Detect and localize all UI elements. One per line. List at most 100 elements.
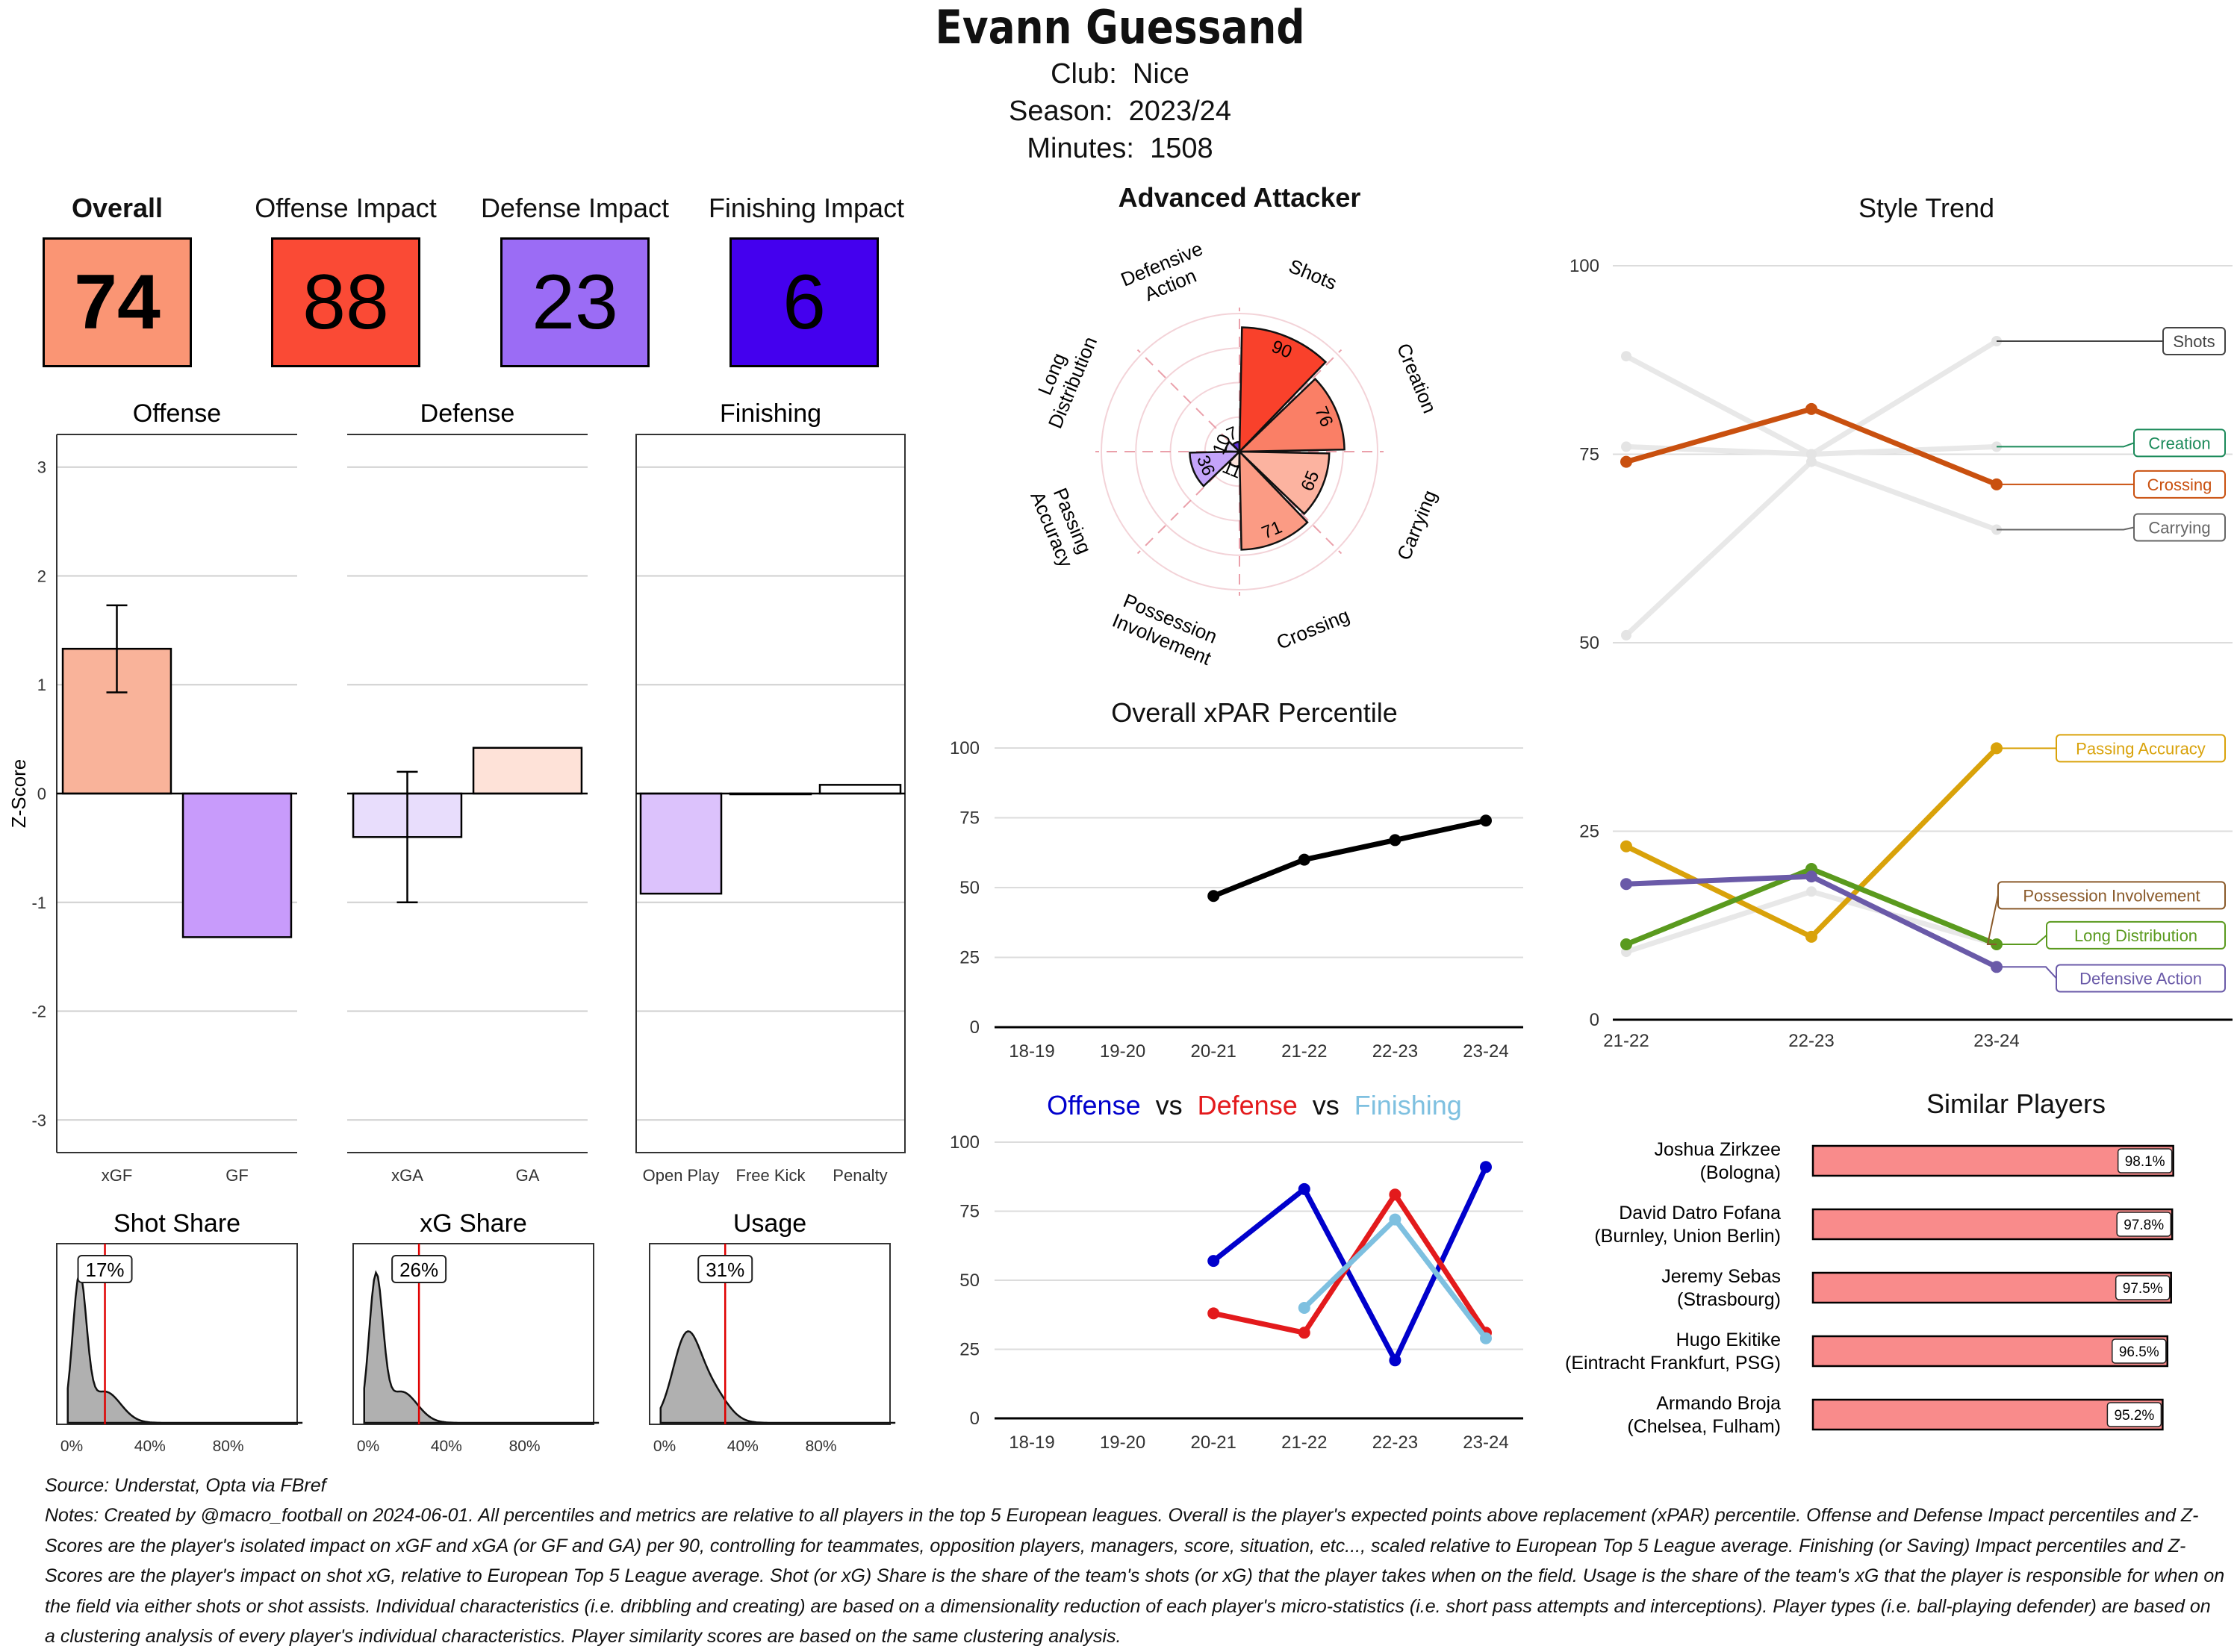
x-tick-label: 19-20 [1100, 1433, 1145, 1453]
bar-gf [181, 792, 293, 938]
style-label-box [2162, 327, 2226, 355]
x-tick-label: 0% [60, 1438, 83, 1455]
polar-wedge-creation [1236, 377, 1345, 453]
style-point [1620, 455, 1632, 468]
x-tick-label: Free Kick [736, 1166, 806, 1185]
similar-score-label: 98.1% [2125, 1154, 2165, 1170]
faint-series-point [1621, 629, 1631, 640]
style-point [1620, 840, 1632, 853]
x-tick-label: 20-21 [1191, 1041, 1236, 1060]
polar-category-label: Creation [1393, 340, 1441, 417]
xpar-chart: 0 25 50 75 100 18-19 19-20 20-21 21-22 22-23 23-24 [950, 738, 1523, 1060]
style-label-connector [1997, 935, 2047, 945]
faint-series-point [1621, 351, 1631, 362]
y-tick-label: 75 [959, 1202, 980, 1222]
series-point [1389, 834, 1401, 847]
style-point [1620, 938, 1632, 950]
similar-score-box [2112, 1338, 2167, 1364]
z-score-axis-label: Z-Score [7, 759, 30, 828]
similar-score-box [2116, 1212, 2171, 1237]
similar-player-name: Joshua Zirkzee [1654, 1139, 1781, 1160]
faint-series-line [1625, 339, 1998, 458]
x-tick-label: 22-23 [1372, 1041, 1418, 1060]
distribution-title: Shot Share [113, 1209, 240, 1238]
polar-category-label: Carrying [1393, 487, 1441, 563]
marker-label: 17% [86, 1259, 125, 1281]
season-line: Season: 2023/24 [1009, 96, 1231, 127]
similar-bar [1811, 1271, 2172, 1304]
notes-text: Notes: Created by @macro_football on 202… [45, 1505, 2225, 1647]
x-tick-label: 0% [653, 1438, 676, 1455]
polar-wedge-carrying [1236, 450, 1331, 516]
minutes-value: 1508 [1150, 133, 1213, 164]
polar-category-label: LongDistribution [1023, 325, 1101, 431]
marker-label-box [77, 1255, 133, 1283]
x-tick-label: 21-22 [1281, 1433, 1327, 1453]
style-label: Crossing [2147, 476, 2212, 494]
y-tick-label: 50 [1579, 633, 1599, 653]
x-tick-label: GA [516, 1166, 540, 1185]
polar-category-word: Creation [1393, 340, 1441, 417]
style-trend-chart: 0 25 50 75 100 21-22 22-23 23-24 Shots Creation Cr… [1569, 256, 2233, 1051]
series-point [1207, 1255, 1220, 1268]
offense-impact-label: Offense Impact [255, 193, 437, 223]
y-tick-label: 0 [37, 785, 46, 803]
style-label-box [2133, 470, 2226, 499]
x-tick-label: 18-19 [1009, 1433, 1054, 1453]
series-point [1298, 1182, 1310, 1195]
x-tick-label: 21-22 [1603, 1031, 1649, 1051]
defense-impact-box: 23 [500, 237, 650, 367]
x-tick-label: 19-20 [1100, 1041, 1145, 1060]
x-tick-label: 23-24 [1463, 1433, 1508, 1453]
finishing-impact-box: 6 [729, 237, 879, 367]
x-tick-label: 22-23 [1372, 1433, 1418, 1453]
similar-player-club: (Burnley, Union Berlin) [1594, 1226, 1781, 1247]
y-tick-label: -2 [31, 1003, 46, 1021]
polar-ring [1101, 313, 1378, 590]
x-tick-label: 21-22 [1281, 1041, 1327, 1060]
offense-impact-box: 88 [271, 237, 420, 367]
y-tick-label: 100 [950, 1132, 980, 1153]
style-point [1805, 930, 1817, 943]
similar-score-box [2117, 1148, 2173, 1173]
polar-category-label: DefensiveAction [1118, 237, 1215, 312]
x-tick-label: xGA [391, 1166, 423, 1185]
similar-score-box [2115, 1275, 2171, 1300]
polar-category-word: Shots [1286, 255, 1340, 294]
similar-bar [1811, 1208, 2174, 1241]
polar-category-word: Carrying [1393, 487, 1441, 563]
source-note: Source: Understat, Opta via FBref [45, 1475, 326, 1496]
polar-wedge-crossing [1238, 449, 1309, 551]
faint-series-point [1806, 449, 1817, 460]
similar-score-label: 96.5% [2119, 1344, 2159, 1360]
polar-wedge-shots [1238, 326, 1328, 455]
y-tick-label: 100 [950, 738, 980, 758]
y-tick-label: 0 [970, 1017, 980, 1038]
x-tick-label: 23-24 [1463, 1041, 1508, 1060]
header: Evann Guessand Club: Nice Season: 2023/2… [0, 0, 2240, 167]
faint-series-line [1624, 458, 1998, 638]
y-tick-label: 50 [959, 1271, 980, 1291]
series-point [1298, 1302, 1310, 1314]
style-point [1805, 870, 1817, 883]
series-point [1207, 890, 1220, 903]
density-curve [659, 1330, 896, 1424]
style-point [1620, 878, 1632, 891]
bar-penalty [818, 784, 902, 795]
minutes-line: Minutes: 1508 [1027, 133, 1213, 164]
club-line: Club: Nice [1051, 58, 1189, 90]
marker-label-box [391, 1255, 447, 1283]
series-point [1298, 1327, 1310, 1339]
style-point [1805, 402, 1817, 415]
y-tick-label: 3 [37, 458, 46, 477]
y-tick-label: 75 [959, 808, 980, 829]
y-tick-label: 25 [1579, 822, 1599, 842]
x-tick-label: 40% [727, 1438, 759, 1455]
x-tick-label: 18-19 [1009, 1041, 1054, 1060]
y-tick-label: 0 [1590, 1010, 1599, 1030]
ovd-title-vs2: vs [1312, 1090, 1340, 1120]
defense-impact-label: Defense Impact [480, 193, 670, 223]
style-label-box [2133, 428, 2226, 458]
polar-ring [1135, 347, 1344, 556]
distribution-title: xG Share [420, 1209, 527, 1238]
